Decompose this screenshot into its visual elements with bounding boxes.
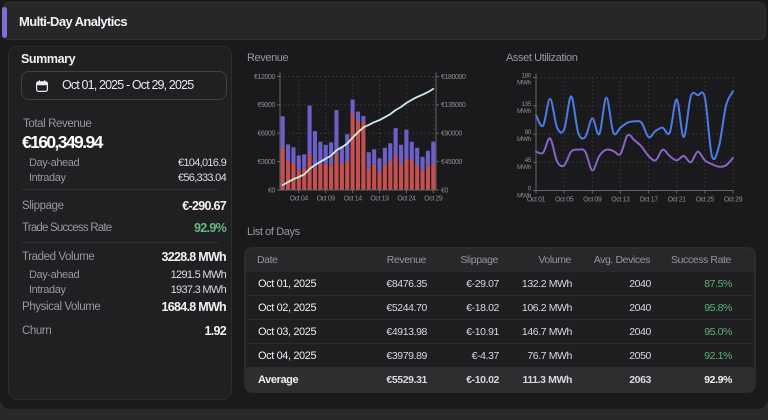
svg-text:Oct 05: Oct 05 <box>555 197 574 204</box>
svg-text:MWh: MWh <box>517 136 532 143</box>
svg-text:45: 45 <box>525 157 532 164</box>
svg-text:Oct 24: Oct 24 <box>397 196 416 203</box>
svg-text:€90000: €90000 <box>441 131 462 138</box>
svg-text:€6000: €6000 <box>258 131 276 138</box>
svg-text:Oct 19: Oct 19 <box>370 196 389 203</box>
svg-text:Oct 01: Oct 01 <box>527 197 546 204</box>
svg-text:Oct 29: Oct 29 <box>424 196 443 203</box>
svg-text:€180000: €180000 <box>441 74 466 81</box>
svg-text:€0: €0 <box>268 187 275 194</box>
svg-text:Oct 17: Oct 17 <box>639 197 658 204</box>
svg-text:135: 135 <box>521 101 531 108</box>
svg-text:Oct 04: Oct 04 <box>290 196 309 203</box>
svg-text:Oct 09: Oct 09 <box>317 196 336 203</box>
svg-text:€12000: €12000 <box>254 74 275 81</box>
svg-text:Oct 21: Oct 21 <box>668 197 687 204</box>
svg-text:0: 0 <box>528 186 532 193</box>
svg-text:€9000: €9000 <box>258 102 276 109</box>
svg-text:Oct 13: Oct 13 <box>611 197 630 204</box>
svg-text:€45000: €45000 <box>441 159 462 166</box>
svg-text:Oct 09: Oct 09 <box>583 197 602 204</box>
svg-text:€135000: €135000 <box>441 102 466 109</box>
svg-text:Oct 25: Oct 25 <box>696 197 715 204</box>
svg-text:MWh: MWh <box>517 193 532 200</box>
svg-text:90: 90 <box>525 129 532 136</box>
svg-text:MWh: MWh <box>517 108 532 115</box>
svg-text:€3000: €3000 <box>258 159 276 166</box>
svg-text:180: 180 <box>521 73 531 80</box>
svg-text:€0: €0 <box>441 187 448 194</box>
svg-text:MWh: MWh <box>517 164 532 171</box>
svg-text:Oct 14: Oct 14 <box>343 196 362 203</box>
svg-text:MWh: MWh <box>517 80 532 87</box>
svg-text:Oct 29: Oct 29 <box>724 197 743 204</box>
